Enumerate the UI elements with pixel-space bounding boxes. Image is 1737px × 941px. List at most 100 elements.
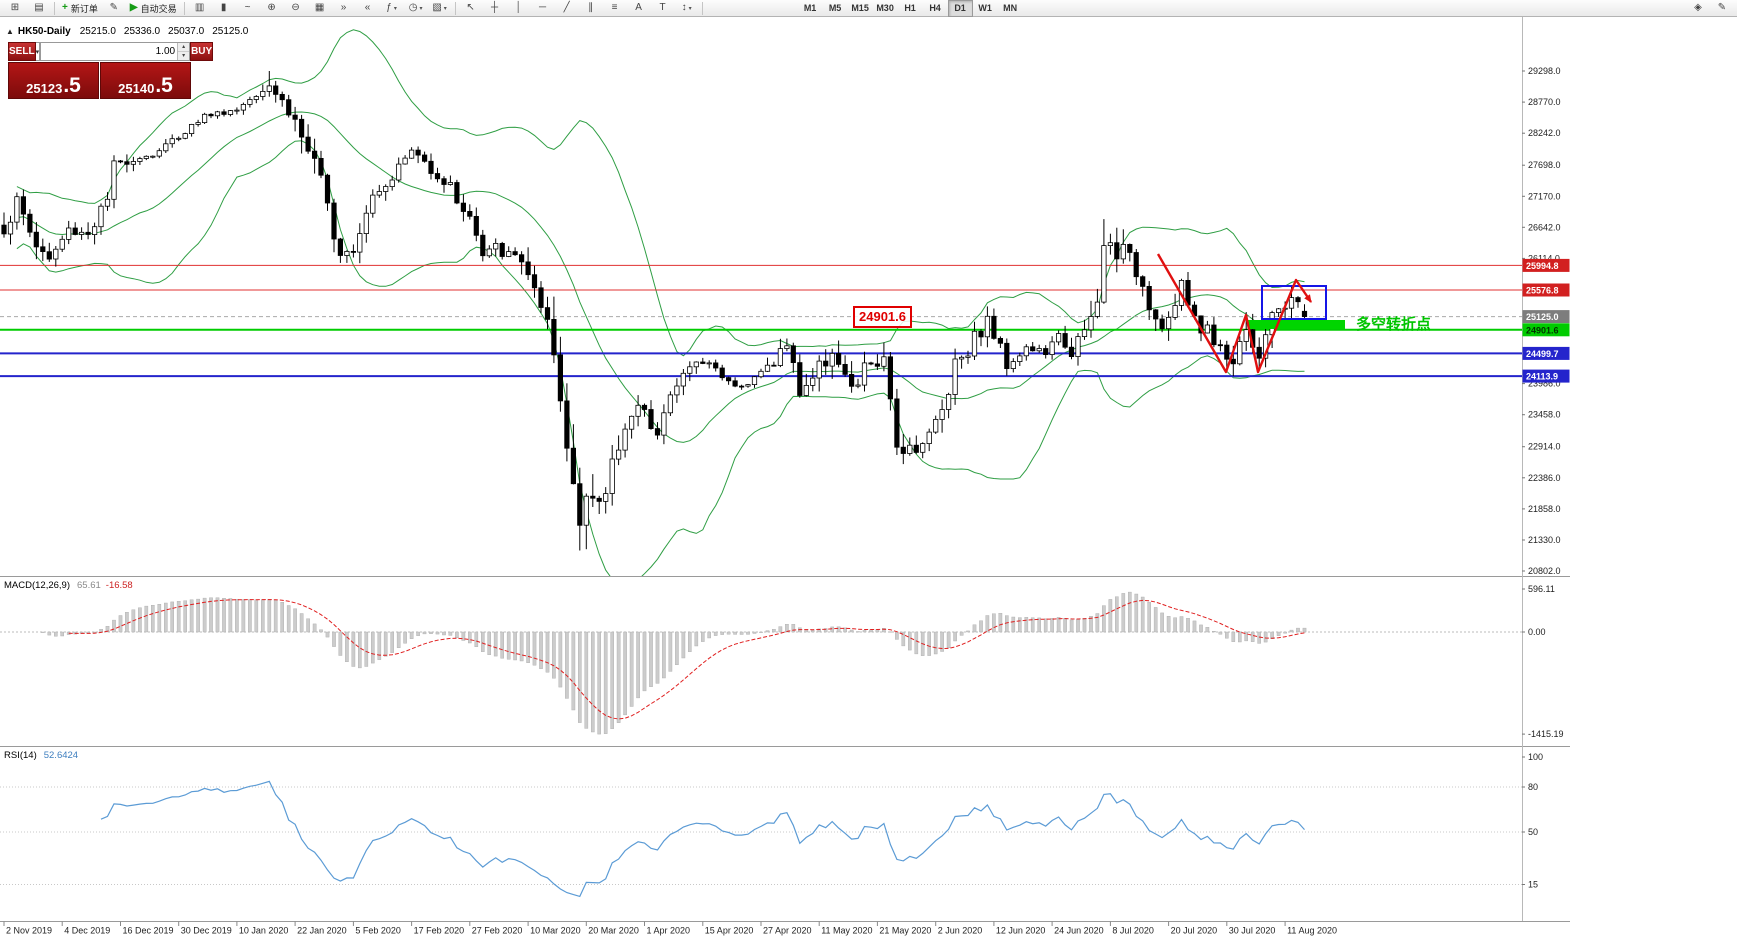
pivot-badge: [1522, 323, 1570, 337]
fibonacci-button[interactable]: ≡: [604, 0, 626, 17]
profiles-button-icon: ▤: [34, 2, 44, 13]
zoom-out-button[interactable]: ⊖: [285, 0, 307, 17]
date-tick-label: 11 Aug 2020: [1287, 926, 1337, 936]
support-badge-2: [1522, 369, 1570, 383]
label-button[interactable]: T: [652, 0, 674, 17]
turning-point-label[interactable]: 多空转折点: [1356, 316, 1432, 333]
crosshair-button[interactable]: ┼: [484, 0, 506, 17]
sell-price-button[interactable]: 25123.5: [8, 62, 99, 99]
macd-signal-line[interactable]: [68, 599, 1305, 720]
vertical-line-button[interactable]: │: [508, 0, 530, 17]
search-button[interactable]: ◈: [1687, 0, 1709, 17]
line-chart-button-icon: ~: [244, 2, 251, 13]
trendline-button-icon: ╱: [563, 2, 570, 13]
bar-chart-button-icon: ▥: [194, 2, 205, 13]
channel-button[interactable]: ∥: [580, 0, 602, 17]
trend-zigzag-arrow[interactable]: [1156, 253, 1312, 374]
timeframe-m5-button[interactable]: M5: [828, 3, 842, 13]
timeframe-h1-button[interactable]: H1: [904, 3, 916, 13]
zoom-in-button[interactable]: ⊕: [261, 0, 283, 17]
timeframe-d1-button[interactable]: D1: [947, 0, 973, 17]
bollinger-upper-band[interactable]: [16, 29, 1305, 357]
date-tick-label: 12 Jun 2020: [996, 926, 1046, 936]
date-tick-label: 5 Feb 2020: [355, 926, 401, 936]
price-tick-label: 22386.0: [1528, 473, 1561, 483]
buy-button[interactable]: BUY: [190, 42, 214, 61]
pivot-price-label[interactable]: 24901.6: [853, 306, 912, 328]
candlestick-chart-button[interactable]: ▮: [213, 0, 235, 17]
support-badge-1: [1522, 346, 1570, 360]
templates-button[interactable]: ▧ ▾: [429, 0, 451, 17]
new-chart-button[interactable]: ⊞: [4, 0, 26, 17]
periods-button[interactable]: ◷ ▾: [405, 0, 427, 17]
rsi-line[interactable]: [100, 780, 1305, 898]
horizontal-line-button[interactable]: ─: [532, 0, 554, 17]
profiles-button[interactable]: ▤: [28, 0, 50, 17]
timeframe-m30-button[interactable]: M30: [876, 3, 894, 13]
main-price-pane: [0, 29, 1522, 585]
macd-axis-label: 0.00: [1528, 627, 1546, 637]
volume-down-button[interactable]: ▾: [178, 52, 190, 60]
pivot-highlight-bar[interactable]: [1248, 320, 1345, 329]
text-button[interactable]: A: [628, 0, 650, 17]
time-axis[interactable]: 2 Nov 2019 4 Dec 2019 16 Dec 2019 30 Dec 20…: [3, 921, 1337, 936]
sell-button[interactable]: SELL: [8, 42, 36, 61]
ohlc-high: 25336.0: [123, 26, 161, 37]
pivot-badge-label: 24901.6: [1526, 325, 1559, 335]
volume-spinner: ▴ ▾: [177, 43, 190, 60]
macd-histogram: [41, 591, 1307, 735]
volume-up-button[interactable]: ▴: [178, 43, 190, 52]
price-tick-label: 27170.0: [1528, 191, 1561, 201]
date-tick-label: 15 Apr 2020: [705, 926, 754, 936]
date-tick-label: 2 Nov 2019: [6, 926, 52, 936]
timeframe-w1-button[interactable]: W1: [978, 3, 992, 13]
label-button-icon: T: [659, 2, 666, 13]
line-chart-button[interactable]: ~: [237, 0, 259, 17]
candlestick-chart-button-icon: ▮: [220, 2, 227, 13]
new-order-button[interactable]: + 新订单: [59, 0, 101, 17]
timeframe-m1-button[interactable]: M1: [803, 3, 817, 13]
date-tick-label: 27 Feb 2020: [472, 926, 523, 936]
price-axis[interactable]: 29298.0 28770.0 28242.0 27698.0 27170.0 26642…: [1522, 17, 1570, 921]
indicators-button-icon: ƒ: [386, 2, 392, 13]
bollinger-lower-band[interactable]: [16, 140, 1305, 585]
rsi-axis-label: 50: [1528, 827, 1538, 837]
date-tick-label: 11 May 2020: [821, 926, 872, 936]
horizontal-line-button-icon: ─: [539, 2, 547, 13]
chart-shift-button-icon: «: [364, 2, 371, 13]
date-tick-label: 17 Feb 2020: [414, 926, 465, 936]
bollinger-middle-band[interactable]: [16, 111, 1305, 443]
buy-price-button[interactable]: 25140.5: [100, 62, 191, 99]
rsi-title: RSI(14): [4, 750, 37, 761]
trendline-button[interactable]: ╱: [556, 0, 578, 17]
bar-chart-button[interactable]: ▥: [189, 0, 211, 17]
new-order-button-label: 新订单: [70, 3, 98, 14]
chart-shift-button[interactable]: «: [357, 0, 379, 17]
date-tick-label: 30 Jul 2020: [1229, 926, 1276, 936]
ohlc-open: 25215.0: [79, 26, 116, 37]
date-tick-label: 1 Apr 2020: [647, 926, 691, 936]
macd-axis-label: -1415.19: [1528, 729, 1564, 739]
autotrade-button[interactable]: ▶ 自动交易: [127, 0, 180, 17]
order-type-dropdown[interactable]: ▾: [35, 42, 41, 61]
cursor-button[interactable]: ↖: [460, 0, 482, 17]
one-click-collapse-icon[interactable]: ▲: [6, 27, 14, 36]
indicators-button[interactable]: ƒ ▾: [381, 0, 403, 17]
date-tick-label: 8 Jul 2020: [1112, 926, 1154, 936]
timeframe-m15-button[interactable]: M15: [851, 3, 869, 13]
price-tick-label: 28770.0: [1528, 97, 1561, 107]
timeframe-mn-button[interactable]: MN: [1003, 3, 1018, 13]
metaeditor-button-icon: ✎: [109, 2, 119, 13]
date-tick-label: 2 Jun 2020: [938, 926, 983, 936]
cursor-button-icon: ↖: [466, 2, 475, 13]
bid-price-fraction: .5: [63, 74, 81, 98]
volume-input[interactable]: [41, 43, 178, 60]
metaeditor-button[interactable]: ✎: [103, 0, 125, 17]
tile-windows-button[interactable]: ▦: [309, 0, 331, 17]
notes-button[interactable]: ✎: [1711, 0, 1733, 17]
price-tick-label: 22914.0: [1528, 442, 1561, 452]
timeframe-h4-button[interactable]: H4: [929, 3, 941, 13]
auto-scroll-button[interactable]: »: [333, 0, 355, 17]
arrows-button[interactable]: ↕ ▾: [676, 0, 698, 17]
